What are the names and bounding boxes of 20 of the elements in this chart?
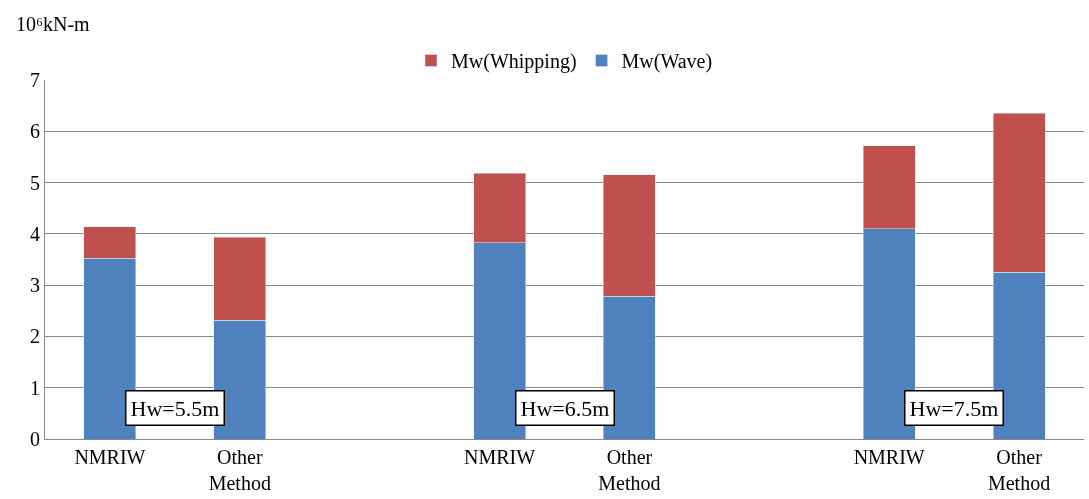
annotation: Hw=6.5m	[520, 395, 610, 421]
y-tick-label: 4	[30, 222, 40, 245]
y-tick-label: 7	[30, 69, 40, 91]
legend-label: Mw(Whipping)	[451, 50, 577, 74]
y-tick-label: 1	[30, 376, 40, 399]
annotation: Hw=5.5m	[130, 395, 220, 421]
y-tick-label: 2	[30, 325, 40, 348]
x-tick-label: Other Method	[208, 446, 271, 494]
x-tick-label: Other Method	[987, 446, 1051, 494]
x-tick-label: Other Method	[598, 446, 661, 494]
y-tick-label: 0	[30, 428, 40, 450]
legend-label: Mw(Wave)	[621, 50, 713, 74]
y-tick-label: 5	[30, 171, 40, 194]
y-tick-label: 3	[30, 274, 40, 297]
x-tick-label: NMRIW	[74, 446, 146, 468]
y-axis-title: 10⁶kN-m	[16, 13, 91, 35]
x-tick-label: NMRIW	[464, 446, 536, 468]
annotation: Hw=7.5m	[909, 395, 999, 421]
x-tick-label: NMRIW	[853, 446, 925, 468]
y-tick-label: 6	[30, 120, 40, 143]
